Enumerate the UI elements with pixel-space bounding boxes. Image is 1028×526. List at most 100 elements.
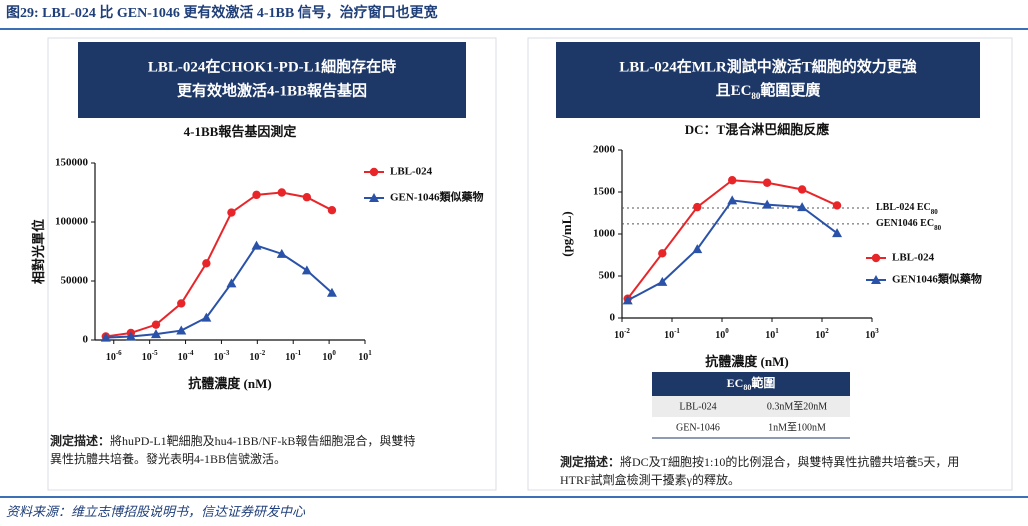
data-point <box>657 276 668 286</box>
description: 測定描述：將huPD-L1靶細胞及hu4-1BB/NF-kB報告細胞混合，與雙特 <box>50 433 415 448</box>
source: 资料来源：维立志博招股说明书，信达证券研发中心 <box>6 504 306 519</box>
legend-marker <box>369 193 379 202</box>
x-tick-base: 10 <box>664 330 674 341</box>
data-point <box>151 320 161 329</box>
description: 測定描述：將DC及T細胞按1:10的比例混合，與雙特異性抗體共培養5天，用 <box>560 454 959 469</box>
th-sub: 80 <box>743 383 751 392</box>
x-tick-exponent: 1 <box>368 349 372 357</box>
data-point <box>177 299 186 308</box>
reference-label: LBL-024 EC80 <box>876 202 938 215</box>
data-point <box>832 228 843 238</box>
x-tick-label: 10-4 <box>178 349 194 364</box>
data-point <box>326 287 337 297</box>
data-point <box>100 332 111 342</box>
data-point <box>327 206 337 215</box>
x-axis-label: 抗體濃度 (nM) <box>705 354 788 369</box>
table-cell: 1nM至100nM <box>768 421 826 433</box>
data-point <box>797 202 808 212</box>
x-tick-base: 10 <box>214 352 224 363</box>
data-point <box>762 178 772 187</box>
table-row <box>652 396 850 417</box>
panel-frame <box>47 37 497 491</box>
x-tick-label: 101 <box>358 349 372 364</box>
data-point <box>277 188 286 197</box>
data-point <box>728 176 737 185</box>
legend-label: LBL-024 <box>390 166 433 178</box>
panel-heading: LBL-024在MLR測試中激活T細胞的效力更強 <box>619 57 917 75</box>
series-line <box>105 244 333 339</box>
y-tick-label: 0 <box>83 334 89 346</box>
data-point <box>252 190 261 200</box>
description-label: 測定描述： <box>560 454 620 469</box>
reference-label-sub: 80 <box>934 224 942 232</box>
x-tick-base: 10 <box>815 330 825 341</box>
y-tick-label: 150000 <box>55 157 89 169</box>
reference-label-sub: 80 <box>931 208 939 216</box>
description-line: 異性抗體共培養。發光表明4-1BB信號激活。 <box>50 451 286 466</box>
legend-label: LBL-024 <box>892 252 935 264</box>
data-point <box>622 295 633 305</box>
chart-title: 4-1BB報告基因測定 <box>184 124 297 139</box>
x-tick-base: 10 <box>178 352 188 363</box>
x-tick-base: 10 <box>614 330 624 341</box>
reference-label-text: GEN1046 EC <box>876 218 934 229</box>
x-tick-exponent: 2 <box>825 327 829 335</box>
x-tick-exponent: -1 <box>295 349 301 357</box>
x-tick-label: 10-6 <box>106 349 122 364</box>
x-tick-exponent: -6 <box>116 349 122 357</box>
data-point <box>251 240 262 250</box>
data-point <box>727 195 738 205</box>
description-label: 測定描述： <box>50 433 110 448</box>
x-axis-label: 抗體濃度 (nM) <box>188 376 271 391</box>
x-tick-base: 10 <box>142 352 152 363</box>
x-tick-label: 10-5 <box>142 349 158 364</box>
y-tick-label: 1500 <box>593 186 616 198</box>
x-tick-exponent: 0 <box>332 349 336 357</box>
x-tick-label: 10-2 <box>614 327 630 342</box>
table-header <box>652 372 850 396</box>
panel-frame <box>527 37 1013 491</box>
panel-heading: 更有效地激活4-1BB報告基因 <box>177 81 367 99</box>
chart-title: DC：T混合淋巴細胞反應 <box>685 122 829 137</box>
data-point <box>762 199 773 209</box>
x-tick-exponent: -2 <box>624 327 630 335</box>
data-point <box>301 265 312 275</box>
y-tick-label: 2000 <box>593 144 616 156</box>
x-tick-label: 103 <box>865 327 879 342</box>
x-tick-label: 10-2 <box>249 349 265 364</box>
reference-label-text: LBL-024 EC <box>876 202 931 213</box>
description-line: 將DC及T細胞按1:10的比例混合，與雙特異性抗體共培養5天，用 <box>620 454 959 469</box>
x-tick-label: 10-3 <box>214 349 230 364</box>
legend-label: GEN1046類似藥物 <box>892 272 982 286</box>
panel-heading-box <box>556 42 980 118</box>
x-tick-exponent: 0 <box>725 327 729 335</box>
description-line: 將huPD-L1靶細胞及hu4-1BB/NF-kB報告細胞混合，與雙特 <box>110 433 415 448</box>
x-tick-label: 10-1 <box>664 327 680 342</box>
legend-marker <box>871 275 881 284</box>
data-point <box>797 185 807 194</box>
x-tick-base: 10 <box>865 330 875 341</box>
x-tick-exponent: 3 <box>875 327 879 335</box>
x-tick-label: 100 <box>715 327 729 342</box>
x-tick-exponent: -5 <box>152 349 158 357</box>
panel-heading: LBL-024在CHOK1-PD-L1細胞存在時 <box>148 57 396 75</box>
data-point <box>658 249 667 258</box>
x-tick-base: 10 <box>715 330 725 341</box>
x-tick-base: 10 <box>106 352 116 363</box>
x-tick-label: 100 <box>322 349 336 364</box>
x-tick-label: 102 <box>815 327 829 342</box>
x-tick-base: 10 <box>322 352 332 363</box>
x-tick-label: 10-1 <box>285 349 301 364</box>
heading-text: 範圍更廣 <box>760 81 820 99</box>
data-point <box>692 244 703 254</box>
series-line <box>105 191 333 338</box>
x-tick-base: 10 <box>285 352 295 363</box>
data-point <box>201 312 212 322</box>
x-tick-base: 10 <box>358 352 368 363</box>
x-tick-base: 10 <box>765 330 775 341</box>
y-tick-label: 1000 <box>593 228 616 240</box>
data-point <box>693 202 702 212</box>
legend-marker <box>871 253 881 263</box>
data-point <box>832 201 842 210</box>
